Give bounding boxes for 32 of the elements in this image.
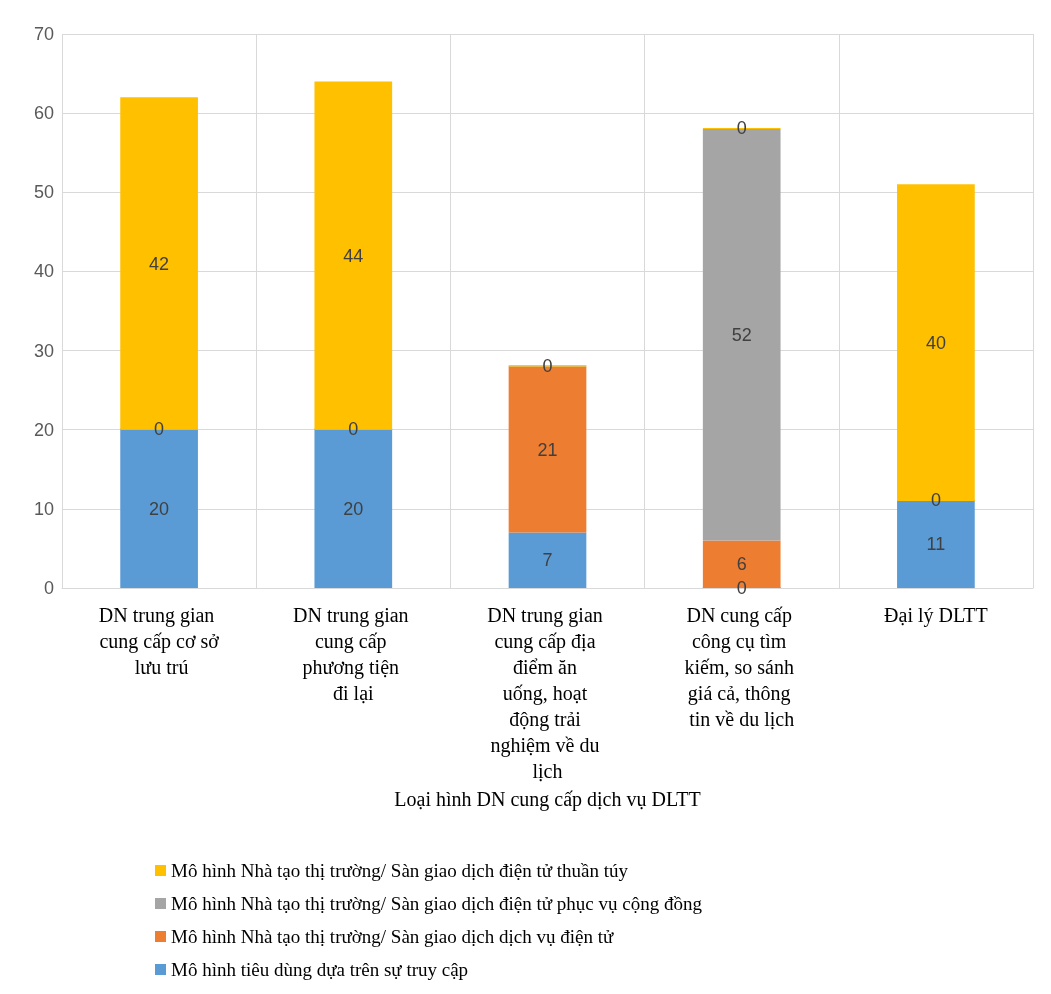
data-label: 20 bbox=[149, 498, 170, 519]
data-label: 11 bbox=[926, 534, 946, 555]
data-label: 0 bbox=[736, 118, 747, 139]
legend-label: Mô hình Nhà tạo thị trường/ Sàn giao dịch điện tử phục vụ cộng đồng bbox=[171, 893, 703, 914]
data-label: 6 bbox=[736, 554, 747, 575]
y-tick-label: 60 bbox=[33, 103, 54, 124]
data-label: 52 bbox=[731, 324, 752, 345]
x-axis-title: Loại hình DN cung cấp dịch vụ DLTT bbox=[394, 787, 701, 811]
legend-label: Mô hình tiêu dùng dựa trên sự truy cập bbox=[171, 959, 469, 980]
data-label: 44 bbox=[343, 245, 364, 266]
data-label: 20 bbox=[343, 498, 364, 519]
legend-label: Mô hình Nhà tạo thị trường/ Sàn giao dịch điện tử thuần túy bbox=[171, 860, 629, 881]
y-tick-label: 30 bbox=[33, 340, 54, 361]
data-label: 0 bbox=[348, 419, 359, 440]
y-tick-label: 50 bbox=[33, 182, 54, 203]
x-tick-label: DN cung cấp công cụ tìm kiếm, so sánh giá cả, thông tin về du lịch bbox=[684, 604, 799, 730]
legend-label: Mô hình Nhà tạo thị trường/ Sàn giao dịch dịch vụ điện tử bbox=[171, 926, 614, 947]
x-tick-label: DN trung gian cung cấp cơ sở lưu trú bbox=[98, 604, 220, 678]
x-tick-label: Đại lý DLTT bbox=[884, 604, 988, 627]
y-tick-label: 40 bbox=[33, 261, 54, 282]
y-tick-label: 10 bbox=[33, 498, 54, 519]
data-label: 0 bbox=[930, 490, 941, 511]
data-label: 0 bbox=[154, 419, 165, 440]
data-label: 7 bbox=[542, 550, 553, 571]
data-label: 42 bbox=[149, 253, 170, 274]
x-tick-label: DN trung gian cung cấp địa điểm ăn uống, hoạt động trải nghiệm về du lịch bbox=[487, 604, 608, 782]
y-tick-label: 70 bbox=[33, 24, 54, 44]
data-label: 21 bbox=[537, 439, 558, 460]
x-tick-label: DN trung gian cung cấp phương tiện đi lại bbox=[293, 604, 414, 704]
y-tick-label: 0 bbox=[43, 578, 54, 598]
data-label: 40 bbox=[925, 332, 946, 353]
y-tick-label: 20 bbox=[33, 419, 54, 440]
